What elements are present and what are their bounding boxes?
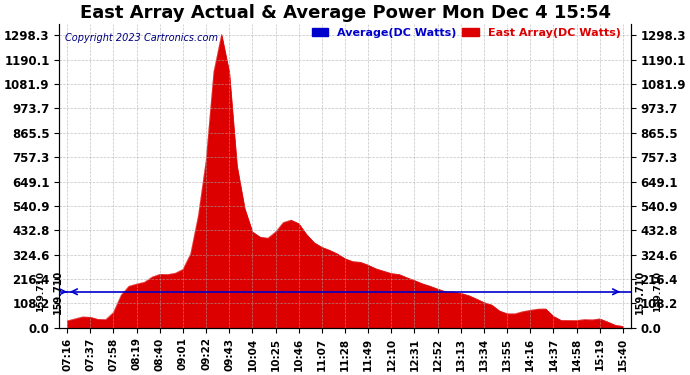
Text: 159.710: 159.710 [36,271,45,312]
Text: 159.710: 159.710 [53,270,63,314]
Text: Copyright 2023 Cartronics.com: Copyright 2023 Cartronics.com [65,33,218,43]
Text: 159.710: 159.710 [635,270,644,314]
Legend: Average(DC Watts), East Array(DC Watts): Average(DC Watts), East Array(DC Watts) [307,23,625,42]
Text: 159.710: 159.710 [653,271,662,312]
Title: East Array Actual & Average Power Mon Dec 4 15:54: East Array Actual & Average Power Mon De… [79,4,611,22]
